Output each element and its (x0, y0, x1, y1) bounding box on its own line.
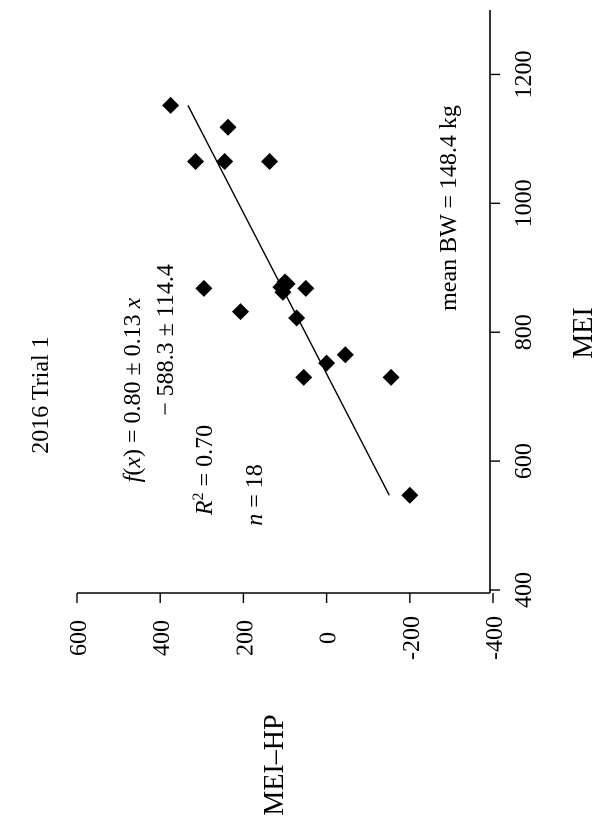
r2-r: R (192, 500, 218, 516)
r2-sup: 2 (190, 492, 207, 500)
data-point-13 (261, 152, 279, 170)
data-point-6 (297, 279, 315, 297)
eq-coef: ) = 0.80 ± 0.13 (120, 308, 146, 457)
data-point-4 (295, 368, 313, 386)
n-label: n = 18 (242, 464, 268, 526)
x-tick-label-2: 800 (511, 314, 537, 350)
y-tick-label-5: -400 (482, 616, 508, 660)
data-point-17 (272, 278, 290, 296)
y-tick-label-2: 200 (232, 620, 258, 656)
x-ticks: 400 600 800 1000 1200 (490, 50, 537, 608)
n-value: = 18 (242, 464, 268, 514)
n-letter: n (242, 514, 268, 526)
r-squared-label: R2 = 0.70 (190, 425, 218, 516)
y-axis-label: MEI–HP (259, 714, 290, 815)
r2-value: = 0.70 (192, 425, 218, 493)
regression-line (187, 105, 390, 496)
y-tick-label-4: -200 (399, 616, 425, 660)
x-axis-label: MEI (568, 307, 599, 358)
data-points (162, 96, 419, 504)
data-point-12 (216, 152, 234, 170)
x-tick-label-4: 1200 (511, 50, 537, 98)
eq-x1: x (120, 457, 146, 469)
y-tick-label-0: 600 (66, 620, 92, 656)
data-point-3 (318, 354, 336, 372)
data-point-0 (401, 486, 419, 504)
data-point-9 (195, 279, 213, 297)
eq-f: f (120, 472, 146, 482)
data-point-10 (231, 303, 249, 321)
data-point-5 (288, 309, 306, 327)
data-point-2 (336, 346, 354, 364)
data-point-15 (162, 96, 180, 114)
x-tick-label-1: 600 (511, 443, 537, 479)
y-tick-label-3: 0 (316, 632, 342, 644)
y-tick-label-1: 400 (149, 620, 175, 656)
eq-x2: x (120, 297, 146, 309)
chart-title: 2016 Trial 1 (28, 336, 54, 453)
data-point-11 (187, 152, 205, 170)
data-point-1 (382, 368, 400, 386)
mean-bw-label: mean BW = 148.4 kg (436, 105, 462, 311)
x-tick-label-3: 1000 (511, 179, 537, 227)
y-ticks: 600 400 200 0 -200 -400 (66, 593, 508, 660)
equation-line-1: f(x) = 0.80 ± 0.13 x (120, 297, 146, 482)
data-point-14 (219, 118, 237, 136)
eq-open: ( (120, 468, 146, 476)
x-tick-label-0: 400 (511, 572, 537, 608)
equation-line-2: − 588.3 ± 114.4 (153, 264, 179, 416)
